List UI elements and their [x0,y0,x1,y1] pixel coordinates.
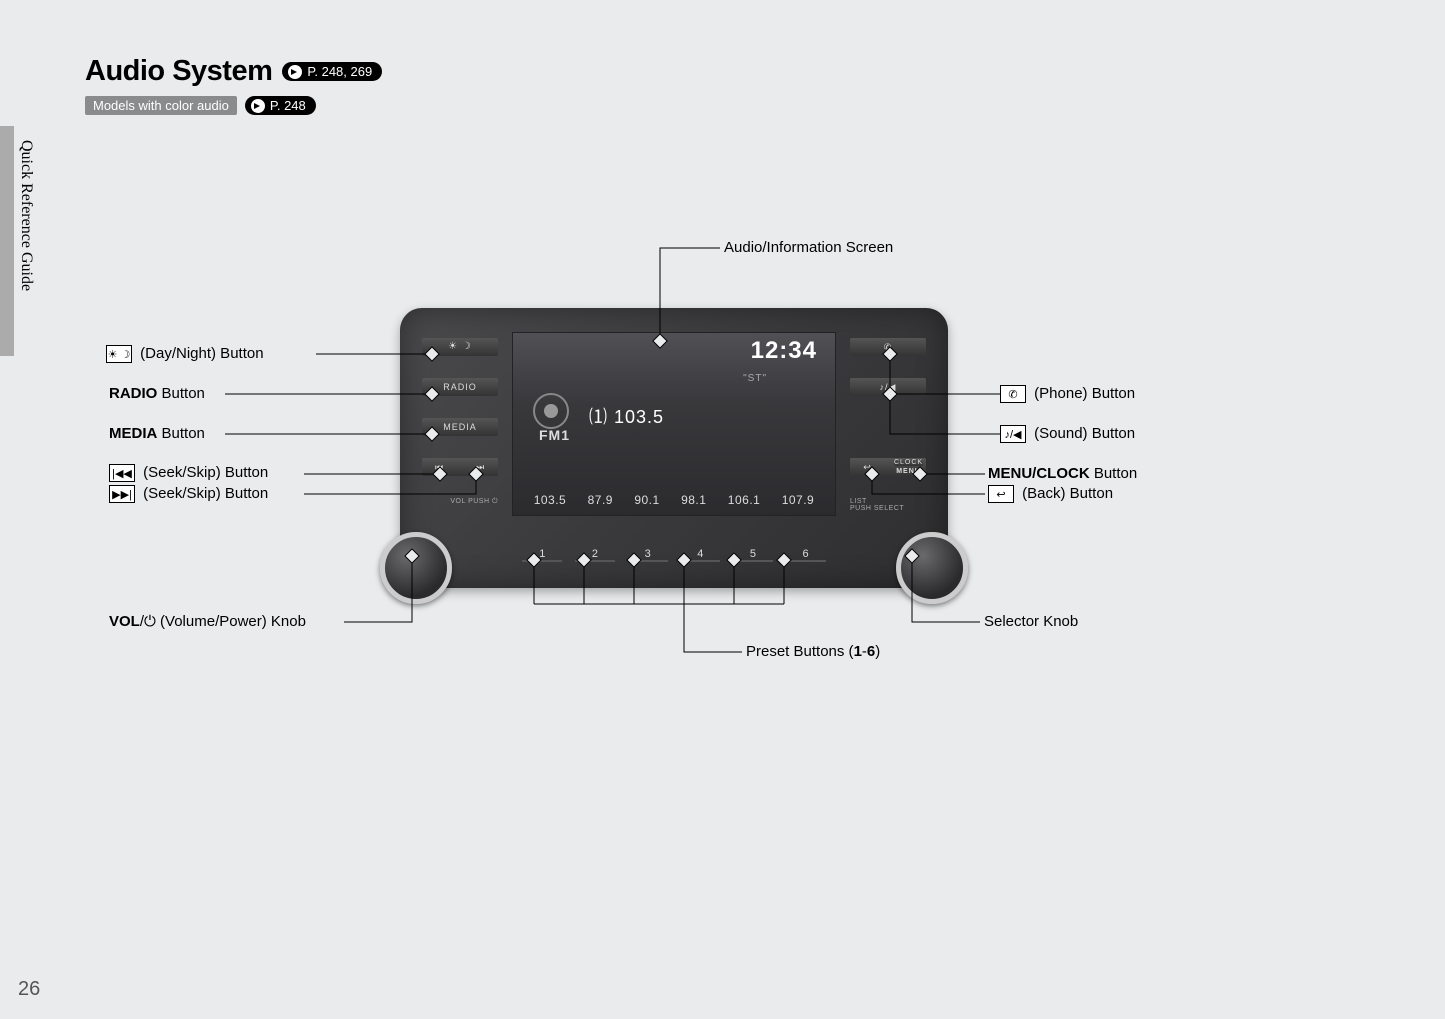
title-row: Audio System P. 248, 269 [85,55,382,88]
preset-freq: 103.5 [534,493,567,507]
callout-media: MEDIA Button [109,425,205,442]
clock-display: 12:34 [751,337,817,365]
selector-knob[interactable] [896,532,968,604]
page: { "sidebar": { "label": "Quick Reference… [0,0,1445,1019]
callout-phone: ✆ (Phone) Button [1000,385,1135,403]
preset-button[interactable]: 1 [522,548,562,562]
station-display: ⑴ 103.5 [589,403,664,429]
model-label: Models with color audio [85,96,237,115]
arrow-icon [288,65,302,79]
daynight-button[interactable]: ☀ ☽ [422,338,498,356]
volume-knob[interactable] [380,532,452,604]
list-select-label: LISTPUSH SELECT [850,498,926,512]
preset-button[interactable]: 2 [575,548,615,562]
callout-vol: VOL/⏻ (Volume/Power) Knob [109,613,306,630]
menu-icon[interactable]: CLOCKMENU [891,458,926,476]
callout-selector: Selector Knob [984,613,1078,630]
phone-button[interactable]: ✆ [850,338,926,356]
preset-freq: 98.1 [681,493,706,507]
radio-button[interactable]: RADIO [422,378,498,396]
callout-seek-back: |◀◀ (Seek/Skip) Button [109,464,268,482]
callout-menu: MENU/CLOCK Button [988,465,1137,482]
unit-left-col: ☀ ☽ RADIO MEDIA ⏮⏭ VOL PUSH ⏻ [422,338,498,506]
seek-back-icon: |◀◀ [109,464,135,482]
preset-freq: 106.1 [728,493,761,507]
back-icon[interactable]: ↩ [850,458,885,476]
stereo-indicator: "ST" [743,373,767,384]
back-icon: ↩ [988,485,1014,503]
band-display: FM1 [539,427,570,443]
preset-button[interactable]: 4 [680,548,720,562]
callout-sound: ♪/◀ (Sound) Button [1000,425,1135,443]
seek-fwd-icon: ▶▶| [109,485,135,503]
sub-row: Models with color audio P. 248 [85,96,316,115]
media-button[interactable]: MEDIA [422,418,498,436]
fm-icon [533,393,569,429]
preset-freq-row: 103.5 87.9 90.1 98.1 106.1 107.9 [523,493,825,507]
preset-button[interactable]: 5 [733,548,773,562]
preset-freq: 107.9 [782,493,815,507]
preset-button[interactable]: 6 [786,548,826,562]
preset-num-row: 1 2 3 4 5 6 [516,548,832,562]
seek-buttons[interactable]: ⏮⏭ [422,458,498,476]
unit-right-col: ✆ ♪/◀ ↩ CLOCKMENU LISTPUSH SELECT [850,338,926,512]
preset-freq: 87.9 [588,493,613,507]
page-title: Audio System [85,55,272,88]
seek-back-icon[interactable]: ⏮ [422,458,457,476]
callout-daynight: ☀ ☽ (Day/Night) Button [106,345,264,363]
callout-presets: Preset Buttons (1-6) [746,643,880,660]
callout-seek-fwd: ▶▶| (Seek/Skip) Button [109,485,268,503]
side-tab [0,126,14,356]
daynight-icon: ☀ ☽ [106,345,132,363]
callout-back: ↩ (Back) Button [988,485,1113,503]
seek-fwd-icon[interactable]: ⏭ [463,458,498,476]
callout-radio: RADIO Button [109,385,205,402]
sidebar-label: Quick Reference Guide [17,140,35,291]
phone-icon: ✆ [1000,385,1026,403]
sound-icon: ♪/◀ [1000,425,1026,443]
sub-ref-pill: P. 248 [245,96,316,115]
sound-button[interactable]: ♪/◀ [850,378,926,396]
audio-head-unit: 12:34 "ST" ⑴ 103.5 FM1 103.5 87.9 90.1 9… [400,308,948,588]
preset-freq: 90.1 [634,493,659,507]
back-menu-button[interactable]: ↩ CLOCKMENU [850,458,926,476]
page-ref-pill: P. 248, 269 [282,62,382,81]
preset-button[interactable]: 3 [628,548,668,562]
page-number: 26 [18,978,40,1001]
vol-label: VOL PUSH ⏻ [422,498,498,506]
callout-screen: Audio/Information Screen [724,239,893,256]
audio-screen: 12:34 "ST" ⑴ 103.5 FM1 103.5 87.9 90.1 9… [512,332,836,516]
arrow-icon [251,99,265,113]
